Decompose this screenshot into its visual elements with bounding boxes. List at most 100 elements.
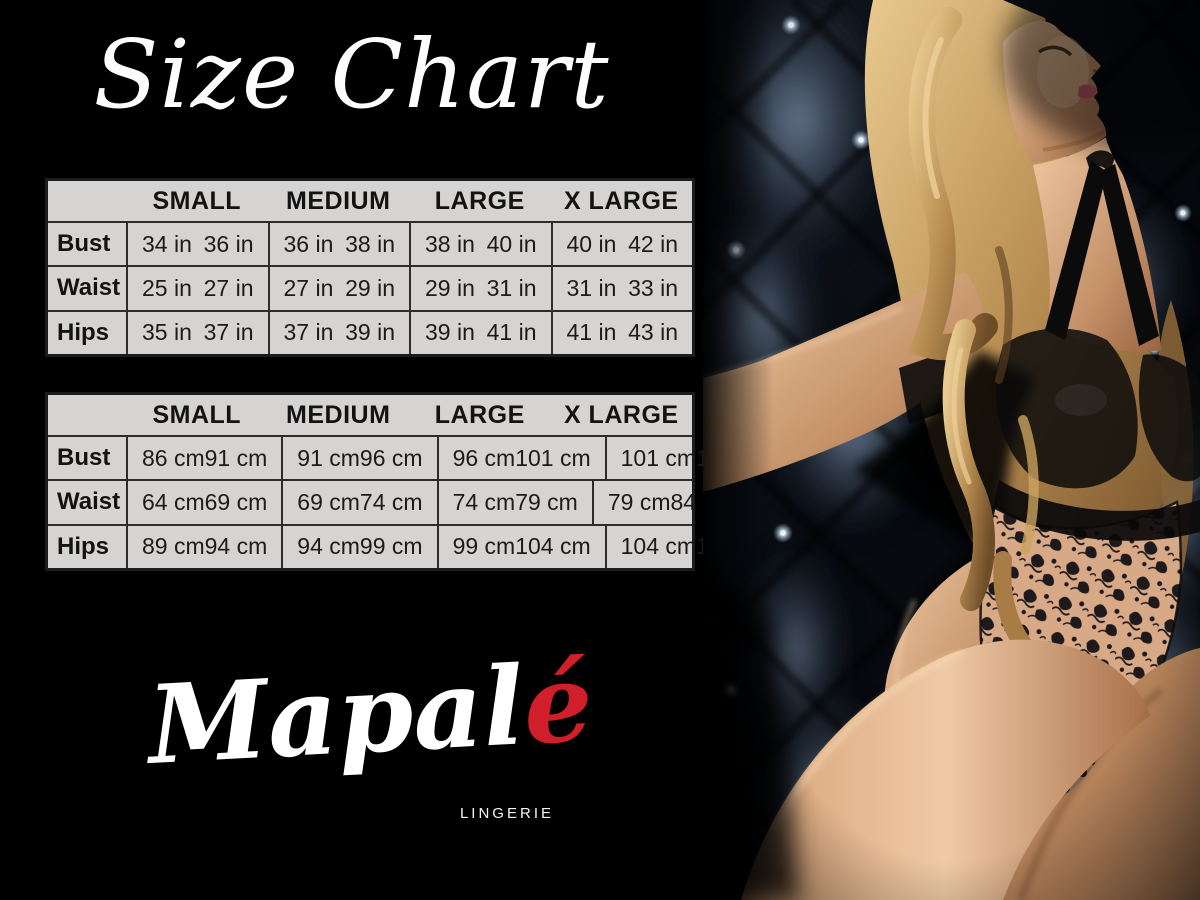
row-label: Bust — [57, 230, 111, 258]
measurement-value: 39 in — [425, 319, 475, 346]
table-row-hips: Hips 35 in 37 in 37 in 39 in 39 in 41 in 41 in 4… — [48, 309, 693, 354]
measurement-value: 40 in — [486, 230, 537, 257]
size-cell: 38 in 40 in — [409, 223, 551, 266]
measurement-value: 96 cm — [359, 444, 423, 471]
measurement-value: 41 in — [486, 319, 537, 346]
measurement-value: 35 in — [142, 319, 192, 346]
table-header-row: SMALL MEDIUM LARGE X LARGE — [48, 181, 692, 223]
size-cell: 34 in 36 in — [126, 223, 268, 266]
measurement-value: 31 in — [486, 274, 537, 301]
measurement-value: 91 cm — [297, 444, 360, 471]
measurement-value: 38 in — [345, 230, 395, 257]
measurement-value: 69 cm — [204, 488, 268, 515]
measurement-value: 34 in — [142, 230, 192, 257]
column-header: LARGE — [434, 186, 525, 215]
model-photo — [703, 0, 1200, 900]
size-cell: 86 cm 91 cm — [126, 437, 281, 480]
measurement-value: 94 cm — [297, 533, 360, 560]
column-header: SMALL — [152, 186, 242, 215]
measurement-value: 79 cm — [515, 488, 578, 515]
size-cell: 40 in 42 in — [550, 223, 693, 266]
chart-panel: Size Chart SMALL MEDIUM LARGE X LARGE Bust 34… — [45, 20, 772, 822]
size-cell: 94 cm 99 cm — [281, 525, 436, 568]
size-cell: 91 cm 96 cm — [281, 437, 436, 480]
size-cell: 74 cm 79 cm — [436, 481, 592, 524]
measurement-value: 104 cm — [620, 533, 697, 560]
model-photo-illustration — [703, 0, 1200, 900]
measurement-value: 27 in — [283, 274, 334, 301]
column-header: MEDIUM — [286, 186, 391, 215]
size-cell: 39 in 41 in — [409, 311, 551, 354]
row-label: Hips — [57, 318, 110, 346]
size-cell: 25 in 27 in — [126, 267, 268, 310]
measurement-value: 64 cm — [142, 488, 205, 515]
row-label: Hips — [57, 532, 110, 560]
measurement-value: 38 in — [425, 230, 475, 257]
size-cell: 35 in 37 in — [126, 311, 268, 354]
size-cell: 99 cm 104 cm — [436, 525, 605, 568]
size-cell: 96 cm 101 cm — [436, 437, 605, 480]
column-header: SMALL — [152, 400, 242, 429]
measurement-value: 40 in — [566, 230, 617, 257]
page-title: Size Chart — [93, 20, 610, 130]
brand-name-accent: é — [520, 639, 596, 770]
measurement-value: 74 cm — [359, 488, 423, 515]
table-row-hips: Hips 89 cm 94 cm 94 cm 99 cm 99 cm 104 cm 104 c… — [48, 523, 772, 568]
measurement-value: 36 in — [203, 230, 254, 257]
measurement-value: 31 in — [566, 274, 617, 301]
row-label: Bust — [57, 444, 111, 472]
size-cell: 27 in 29 in — [267, 267, 410, 310]
measurement-value: 99 cm — [359, 533, 423, 560]
column-header: LARGE — [434, 400, 525, 429]
measurement-value: 69 cm — [297, 488, 360, 515]
measurement-value: 42 in — [628, 230, 678, 257]
measurement-value: 86 cm — [142, 444, 205, 471]
measurement-value: 25 in — [142, 274, 192, 301]
size-cell: 89 cm 94 cm — [126, 525, 281, 568]
table-header-row: SMALL MEDIUM LARGE X LARGE — [48, 395, 692, 437]
measurement-value: 36 in — [283, 230, 334, 257]
measurement-value: 101 cm — [620, 444, 697, 471]
measurement-value: 27 in — [203, 274, 254, 301]
size-cell: 41 in 43 in — [550, 311, 693, 354]
measurement-value: 29 in — [425, 274, 475, 301]
measurement-value: 94 cm — [204, 533, 268, 560]
size-table-centimeters: SMALL MEDIUM LARGE X LARGE Bust 86 cm 91 cm 91 … — [45, 392, 772, 571]
column-header: MEDIUM — [286, 400, 391, 429]
measurement-value: 99 cm — [452, 533, 516, 560]
table-row-waist: Waist 64 cm 69 cm 69 cm 74 cm 74 cm 79 cm 79 cm… — [48, 479, 733, 524]
size-cell: 31 in 33 in — [550, 267, 693, 310]
size-table-inches: SMALL MEDIUM LARGE X LARGE Bust 34 in 36 in 36 … — [45, 178, 695, 357]
measurement-value: 37 in — [283, 319, 334, 346]
size-cell: 29 in 31 in — [409, 267, 551, 310]
size-cell: 37 in 39 in — [267, 311, 410, 354]
measurement-value: 96 cm — [452, 444, 516, 471]
measurement-value: 41 in — [566, 319, 617, 346]
brand-logo: Mapalé LINGERIE — [145, 640, 596, 822]
size-cell: 64 cm 69 cm — [126, 481, 281, 524]
brand-name-main: Mapal — [144, 643, 528, 789]
measurement-value: 74 cm — [452, 488, 516, 515]
brand-name: Mapalé — [144, 637, 596, 794]
row-label: Waist — [57, 274, 121, 302]
measurement-value: 101 cm — [515, 444, 591, 471]
size-cell: 36 in 38 in — [267, 223, 410, 266]
vignette — [703, 0, 1200, 900]
table-row-bust: Bust 34 in 36 in 36 in 38 in 38 in 40 in 40 in 4… — [48, 223, 693, 266]
measurement-value: 39 in — [345, 319, 395, 346]
brand-tagline: LINGERIE — [459, 805, 554, 822]
measurement-value: 104 cm — [515, 533, 591, 560]
measurement-value: 37 in — [203, 319, 254, 346]
table-row-waist: Waist 25 in 27 in 27 in 29 in 29 in 31 in 31 in… — [48, 265, 693, 310]
table-row-bust: Bust 86 cm 91 cm 91 cm 96 cm 96 cm 101 cm 101 c… — [48, 437, 772, 480]
column-header: X LARGE — [563, 400, 679, 429]
column-header: X LARGE — [563, 186, 679, 215]
measurement-value: 89 cm — [142, 533, 205, 560]
size-cell: 69 cm 74 cm — [281, 481, 436, 524]
row-label: Waist — [57, 488, 121, 516]
measurement-value: 91 cm — [204, 444, 268, 471]
measurement-value: 43 in — [628, 319, 678, 346]
measurement-value: 79 cm — [607, 488, 671, 515]
measurement-value: 33 in — [628, 274, 678, 301]
